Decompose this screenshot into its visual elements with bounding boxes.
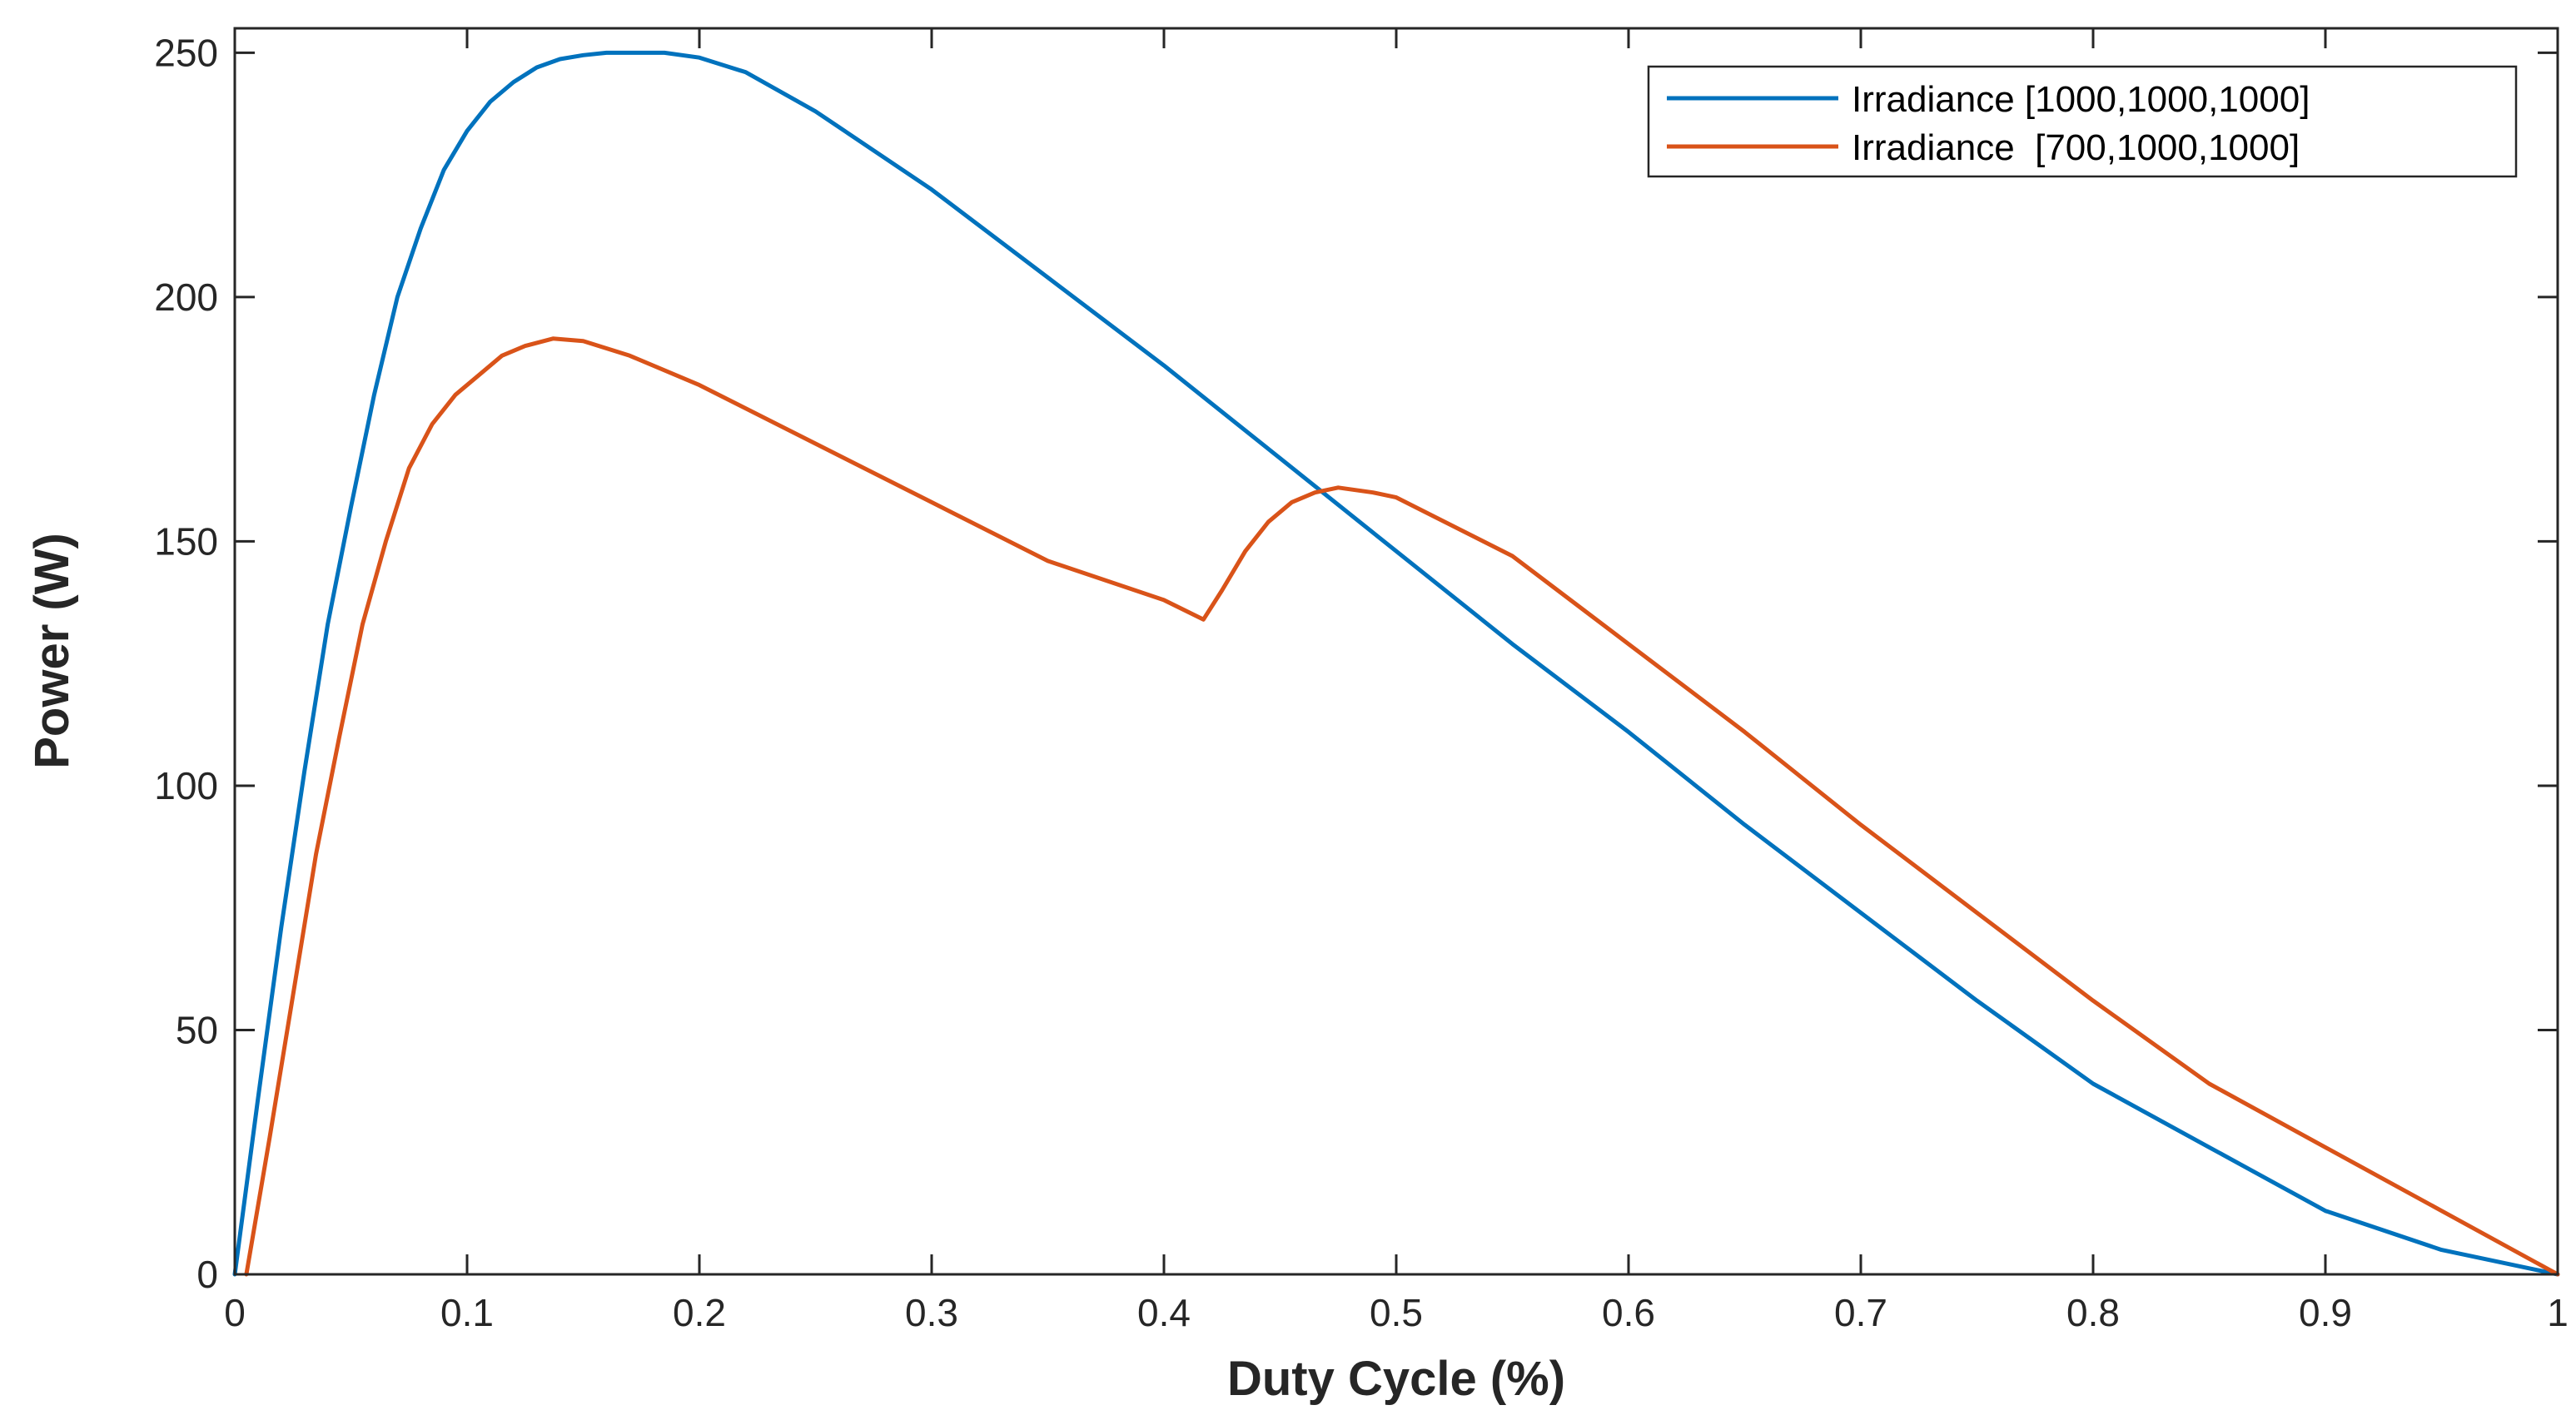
x-tick-label: 0.2 [673,1291,726,1334]
x-tick-label: 0.5 [1370,1291,1423,1334]
legend: Irradiance [1000,1000,1000] Irradiance [… [1647,65,2518,178]
legend-label-series-1: Irradiance [1000,1000,1000] [1852,79,2310,120]
series-layer [232,50,2560,1277]
x-tick-label: 0.1 [440,1291,494,1334]
x-tick-label: 1 [2547,1291,2569,1334]
y-tick-label: 100 [154,764,218,807]
legend-box [1647,65,2518,178]
series-line-2 [244,336,2560,1277]
y-axis-title: Power (W) [25,533,79,769]
x-tick-label: 0.4 [1137,1291,1191,1334]
x-tick-label: 0.9 [2299,1291,2352,1334]
x-tick-label: 0.7 [1834,1291,1887,1334]
series-line-1 [232,50,2560,1277]
x-tick-label: 0.8 [2066,1291,2120,1334]
plot-frame [233,27,2559,1276]
x-tick-label: 0 [224,1291,246,1334]
y-tick-label: 200 [154,276,218,319]
plot-area [235,28,2558,1274]
x-tick-label: 0.3 [905,1291,958,1334]
x-tick-label: 0.6 [1602,1291,1655,1334]
y-tick-label: 150 [154,519,218,563]
legend-label-series-2: Irradiance [700,1000,1000] [1852,127,2300,168]
x-axis-title: Duty Cycle (%) [1227,1352,1565,1406]
y-tick-label: 0 [196,1253,218,1296]
axes-layer: 0 0.1 0.2 0.3 0.4 0.5 0.6 0.7 0.8 0.9 1 0 50 100 150 20… [154,28,2569,1334]
y-tick-label: 50 [176,1008,218,1051]
y-tick-label: 250 [154,31,218,74]
